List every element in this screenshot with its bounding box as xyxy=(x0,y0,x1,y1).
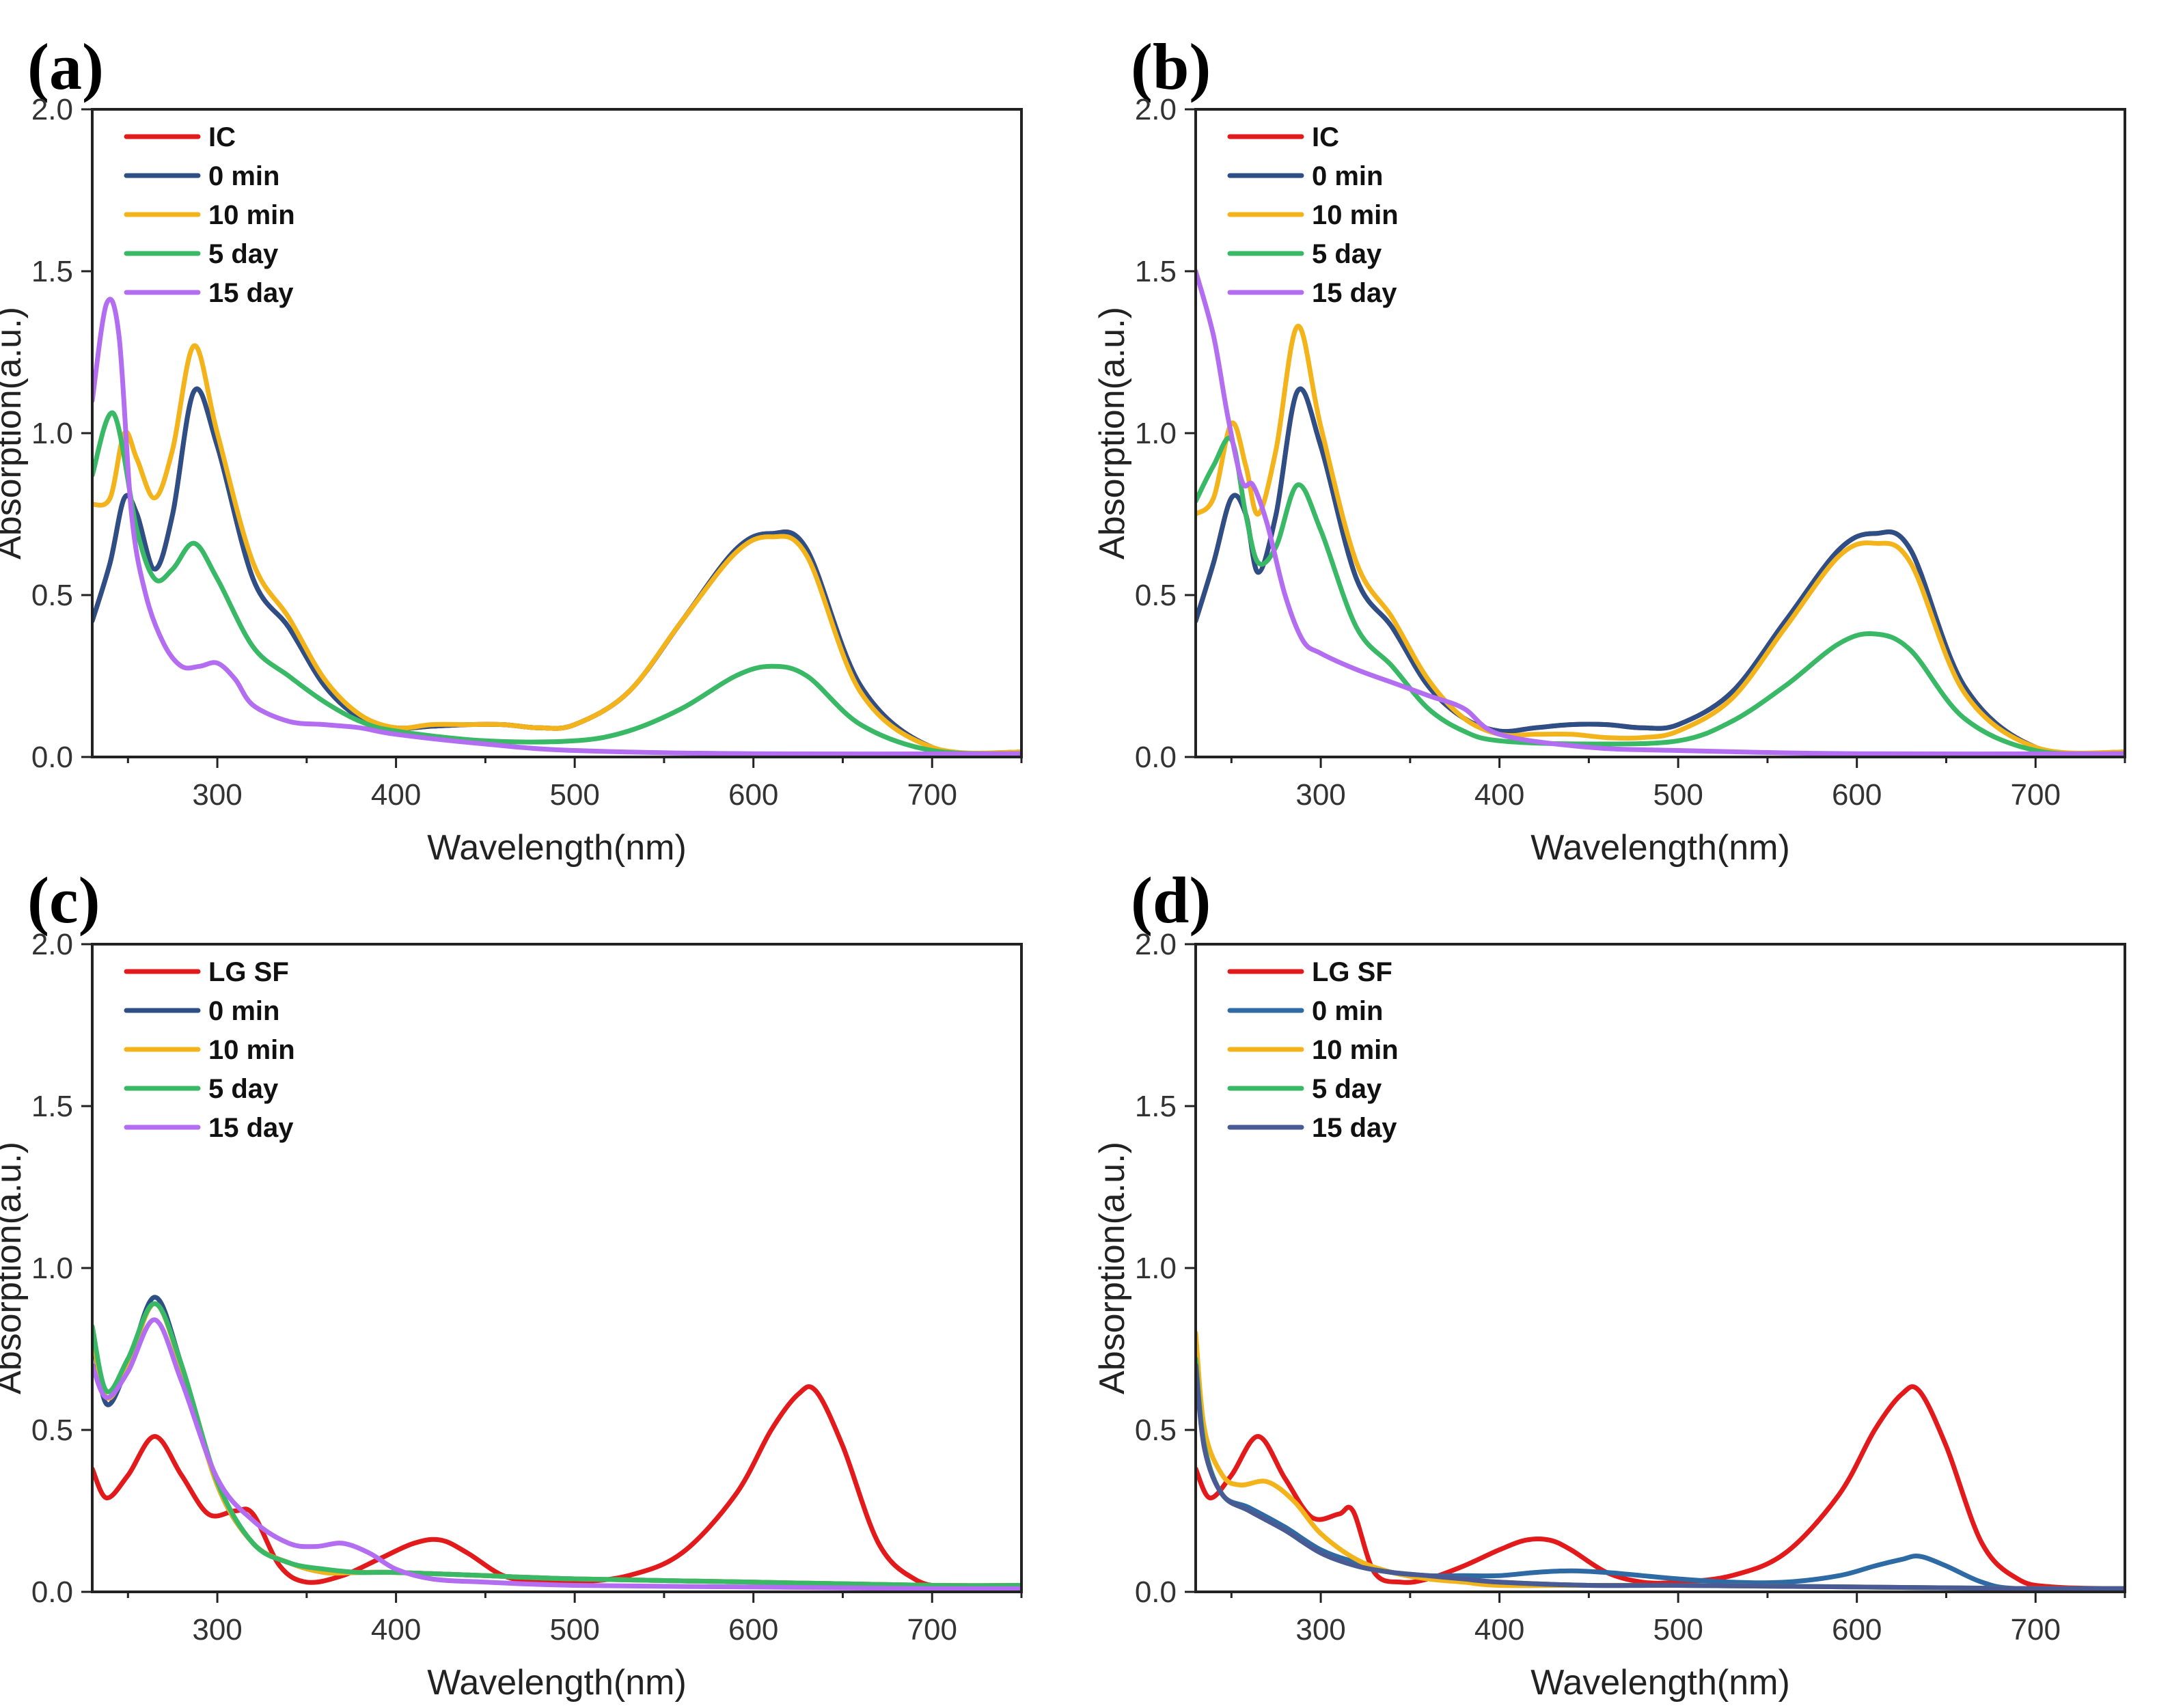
series-group xyxy=(92,297,1021,757)
legend-label: 10 min xyxy=(208,1035,295,1065)
x-tick-label: 700 xyxy=(2011,778,2061,812)
series-line-4 xyxy=(1196,1362,2125,1591)
legend-label: 15 day xyxy=(208,278,294,308)
series-line-0 xyxy=(92,387,1021,756)
x-axis-title: Wavelength(nm) xyxy=(427,828,687,868)
legend-label: 10 min xyxy=(208,200,295,230)
series-line-3 xyxy=(1196,435,2125,757)
x-tick-label: 500 xyxy=(1653,1613,1703,1647)
series-line-3 xyxy=(92,410,1021,756)
series-line-2 xyxy=(92,343,1021,756)
y-tick-label: 0.5 xyxy=(1135,579,1177,612)
legend-label: 5 day xyxy=(208,1074,279,1104)
series-group xyxy=(1196,268,2125,757)
x-tick-label: 300 xyxy=(1295,778,1345,812)
legend-label: IC xyxy=(208,122,236,152)
legend-label: 10 min xyxy=(1312,200,1399,230)
y-tick-label: 0.0 xyxy=(31,1575,73,1609)
chart-panel-2: (c) 300 400 500 600 700 0.0 0.5 1.0 1.5 2.0 Wavelen… xyxy=(0,864,1023,1703)
y-tick-label: 1.5 xyxy=(31,1090,73,1123)
legend-label: 15 day xyxy=(1312,1113,1397,1143)
legend-label: 0 min xyxy=(208,996,279,1026)
series-line-0 xyxy=(1196,1384,2125,1591)
legend-label: 5 day xyxy=(208,239,279,269)
y-tick-label: 0.5 xyxy=(1135,1414,1177,1447)
legend-label: LG SF xyxy=(1312,957,1392,987)
series-line-2 xyxy=(92,1301,1021,1588)
y-tick-label: 1.0 xyxy=(1135,417,1177,450)
legend-label: LG SF xyxy=(208,957,289,987)
series-line-4 xyxy=(92,297,1021,757)
series-group xyxy=(92,1295,1021,1591)
x-tick-label: 700 xyxy=(2011,1613,2061,1647)
series-line-0 xyxy=(92,1384,1021,1591)
series-line-3 xyxy=(92,1301,1021,1588)
series-line-2 xyxy=(1196,324,2125,756)
legend-label: 10 min xyxy=(1312,1035,1399,1065)
legend-label: 15 day xyxy=(1312,278,1397,308)
y-tick-label: 2.0 xyxy=(31,93,73,126)
y-tick-label: 1.5 xyxy=(1135,1090,1177,1123)
x-tick-label: 600 xyxy=(1832,1613,1882,1647)
legend-label: IC xyxy=(1312,122,1339,152)
y-tick-label: 1.5 xyxy=(1135,255,1177,288)
y-axis-title: Absorption(a.u.) xyxy=(1093,307,1132,560)
y-tick-label: 2.0 xyxy=(1135,928,1177,961)
y-tick-label: 0.0 xyxy=(1135,1575,1177,1609)
chart-panel-1: (b) 300 400 500 600 700 0.0 0.5 1.0 1.5 2.0 Wavelen… xyxy=(1093,30,2126,868)
x-axis-title: Wavelength(nm) xyxy=(427,1663,687,1703)
chart-panel-0: (a) 300 400 500 600 700 0.0 0.5 1.0 1.5 2.0 Wavelen… xyxy=(0,30,1023,868)
legend-label: 5 day xyxy=(1312,1074,1382,1104)
x-tick-label: 500 xyxy=(549,1613,599,1647)
x-tick-label: 400 xyxy=(371,778,421,812)
series-line-1 xyxy=(1196,1356,2125,1592)
series-line-4 xyxy=(92,1317,1021,1591)
y-axis-title: Absorption(a.u.) xyxy=(0,1142,29,1394)
x-tick-label: 300 xyxy=(192,1613,242,1647)
panel-label: (d) xyxy=(1131,864,1211,937)
series-line-1 xyxy=(92,387,1021,756)
legend-label: 5 day xyxy=(1312,239,1382,269)
y-tick-label: 2.0 xyxy=(31,928,73,961)
x-tick-label: 300 xyxy=(1295,1613,1345,1647)
y-axis-title: Absorption(a.u.) xyxy=(1093,1142,1132,1394)
panel-label: (a) xyxy=(27,30,104,103)
legend-label: 0 min xyxy=(1312,161,1383,191)
y-tick-label: 0.0 xyxy=(1135,741,1177,774)
y-tick-label: 0.5 xyxy=(31,579,73,612)
x-tick-label: 400 xyxy=(1474,778,1524,812)
x-tick-label: 300 xyxy=(192,778,242,812)
y-tick-label: 1.0 xyxy=(31,417,73,450)
y-tick-label: 1.0 xyxy=(1135,1252,1177,1285)
y-tick-label: 0.0 xyxy=(31,741,73,774)
series-line-4 xyxy=(1196,268,2125,757)
panel-label: (c) xyxy=(27,864,100,937)
y-tick-label: 0.5 xyxy=(31,1414,73,1447)
x-axis-title: Wavelength(nm) xyxy=(1530,1663,1790,1703)
legend-label: 15 day xyxy=(208,1113,294,1143)
y-axis-title: Absorption(a.u.) xyxy=(0,307,29,560)
x-tick-label: 500 xyxy=(549,778,599,812)
y-tick-label: 1.0 xyxy=(31,1252,73,1285)
x-tick-label: 600 xyxy=(1832,778,1882,812)
x-tick-label: 400 xyxy=(371,1613,421,1647)
legend-label: 0 min xyxy=(1312,996,1383,1026)
x-tick-label: 700 xyxy=(907,778,957,812)
x-tick-label: 400 xyxy=(1474,1613,1524,1647)
chart-panel-3: (d) 300 400 500 600 700 0.0 0.5 1.0 1.5 2.0 Wavelen… xyxy=(1093,864,2126,1703)
y-tick-label: 2.0 xyxy=(1135,93,1177,126)
panel-label: (b) xyxy=(1131,30,1211,103)
x-tick-label: 600 xyxy=(728,1613,778,1647)
series-line-1 xyxy=(92,1295,1021,1588)
x-axis-title: Wavelength(nm) xyxy=(1530,828,1790,868)
x-tick-label: 700 xyxy=(907,1613,957,1647)
y-tick-label: 1.5 xyxy=(31,255,73,288)
series-group xyxy=(1196,1330,2125,1592)
x-tick-label: 500 xyxy=(1653,778,1703,812)
legend-label: 0 min xyxy=(208,161,279,191)
x-tick-label: 600 xyxy=(728,778,778,812)
